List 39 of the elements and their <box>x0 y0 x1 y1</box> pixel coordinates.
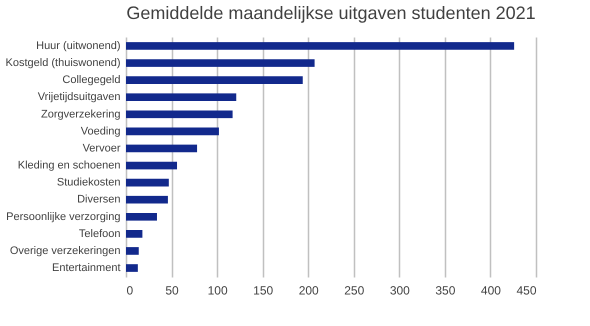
x-tick-label: 150 <box>253 284 274 298</box>
x-tick-label: 0 <box>126 284 134 298</box>
y-tick-label: Voeding <box>80 125 120 138</box>
y-tick-label: Kleding en schoenen <box>18 160 120 172</box>
bar <box>126 196 168 204</box>
bar <box>126 93 236 102</box>
x-tick-label: 200 <box>298 284 320 298</box>
bar <box>126 110 233 118</box>
y-tick-label: Overige verzekeringen <box>10 244 120 257</box>
x-tick-label: 400 <box>480 284 502 298</box>
chart-title: Gemiddelde maandelijkse uitgaven studenten 2021 <box>126 3 536 23</box>
bar <box>126 144 198 152</box>
bar <box>126 42 514 50</box>
y-tick-label: Vrijetijdsuitgaven <box>38 91 120 104</box>
y-tick-label: Entertainment <box>52 262 120 274</box>
y-tick-label: Collegegeld <box>62 74 120 86</box>
x-tick-label: 50 <box>165 284 180 298</box>
bar <box>126 178 169 186</box>
y-tick-label: Zorgverzekering <box>41 108 120 120</box>
y-tick-label: Diversen <box>77 194 120 206</box>
x-tick-label: 250 <box>344 284 365 298</box>
bar <box>126 264 138 272</box>
y-tick-label: Vervoer <box>82 142 121 154</box>
y-tick-label: Telefoon <box>78 228 120 240</box>
x-tick-label: 450 <box>516 284 537 298</box>
y-tick-label: Persoonlijke verzorging <box>6 210 120 223</box>
y-tick-label: Studiekosten <box>56 176 120 189</box>
bar <box>126 59 315 67</box>
x-tick-label: 300 <box>390 284 410 298</box>
y-tick-label: Huur (uitwonend) <box>36 40 120 52</box>
bar <box>126 247 139 255</box>
x-tick-label: 100 <box>208 284 228 298</box>
bar <box>126 162 178 170</box>
bar <box>126 212 157 221</box>
bar <box>126 230 142 238</box>
x-tick-label: 350 <box>435 284 456 298</box>
bar <box>126 128 219 136</box>
y-tick-label: Kostgeld (thuiswonend) <box>6 57 120 70</box>
bar <box>126 76 303 84</box>
